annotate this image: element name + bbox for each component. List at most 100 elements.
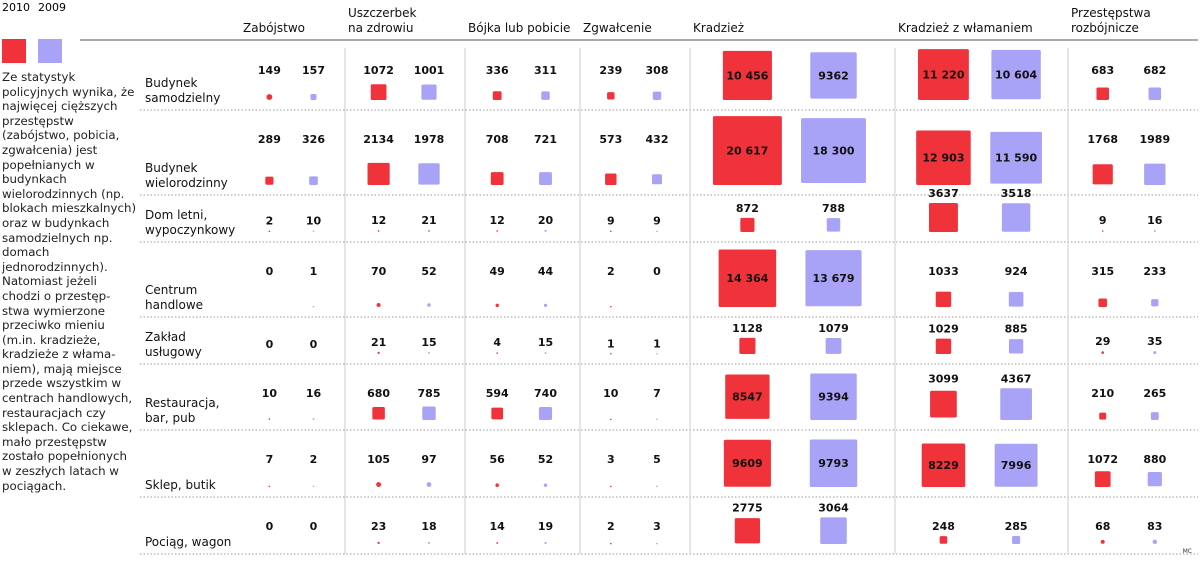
square-2010	[930, 390, 957, 418]
square-2009	[826, 218, 841, 232]
square-2009	[990, 131, 1042, 184]
square-2009	[1147, 472, 1162, 487]
value-label-2009: 15	[421, 336, 436, 349]
square-2009	[543, 483, 548, 487]
square-2009	[421, 84, 437, 100]
value-label-2010: 872	[736, 202, 759, 215]
square-2009	[539, 172, 552, 185]
value-label-2009: 16	[1147, 214, 1163, 227]
value-label-2009: 3064	[818, 501, 849, 514]
value-label-2010: 21	[371, 336, 386, 349]
square-2009	[427, 303, 431, 307]
row-label-1-1: wielorodzinny	[145, 176, 228, 190]
row-label-2-0: Dom letni,	[145, 208, 207, 222]
value-label-2009: 35	[1147, 335, 1162, 348]
square-2010	[918, 49, 969, 100]
square-2009	[309, 176, 318, 185]
value-label-2009: 285	[1005, 520, 1028, 533]
square-2010	[377, 541, 380, 544]
value-label-2010: 10	[262, 387, 278, 400]
column-header-6-0: Przestępstwa	[1071, 6, 1151, 20]
value-label-2010: 315	[1091, 265, 1114, 278]
square-2009	[428, 351, 430, 354]
value-label-2009: 18	[421, 520, 436, 533]
column-header-1-1: na zdrowiu	[348, 21, 413, 35]
square-2009	[541, 91, 550, 100]
value-label-2009: 15	[538, 336, 553, 349]
column-header-4-0: Kradzież	[693, 21, 744, 35]
square-2009	[312, 485, 315, 488]
square-2009	[312, 230, 315, 233]
square-2009	[994, 443, 1038, 487]
value-label-2009: 52	[421, 265, 436, 278]
square-2010	[496, 352, 498, 354]
value-label-2009: 265	[1143, 387, 1166, 400]
square-2010	[935, 338, 952, 354]
square-2009	[544, 541, 547, 544]
square-2009	[1148, 87, 1162, 100]
value-label-2010: 10	[603, 387, 619, 400]
square-2010	[610, 418, 612, 421]
row-label-4-0: Zakład	[145, 330, 186, 344]
square-2010	[939, 536, 948, 544]
square-2009	[652, 174, 662, 185]
value-label-2009: 9394	[818, 391, 849, 404]
value-label-2009: 1079	[818, 322, 849, 335]
square-2009	[656, 485, 658, 488]
value-label-2010: 4	[493, 336, 501, 349]
square-2009	[1150, 412, 1159, 420]
square-2010	[491, 407, 504, 420]
value-label-2010: 1072	[1087, 453, 1118, 466]
value-label-2009: 0	[310, 520, 318, 533]
square-2009	[805, 250, 862, 307]
square-2009	[1153, 230, 1156, 232]
square-2009	[825, 338, 842, 354]
value-label-2009: 0	[653, 265, 661, 278]
value-label-2010: 0	[266, 265, 274, 278]
value-label-2009: 0	[310, 338, 318, 351]
square-2010	[610, 542, 612, 545]
square-2010	[372, 407, 385, 420]
square-2010	[370, 84, 387, 100]
value-label-2009: 1	[310, 265, 318, 278]
value-label-2009: 7	[653, 387, 661, 400]
value-label-2009: 432	[646, 133, 669, 146]
square-2010	[1101, 230, 1104, 232]
square-2009	[1001, 203, 1031, 232]
value-label-2010: 11 220	[922, 69, 964, 82]
column-header-5-0: Kradzież z włamaniem	[898, 21, 1033, 35]
square-2010	[1099, 412, 1107, 420]
value-label-2009: 19	[538, 520, 553, 533]
value-label-2010: 20 617	[726, 145, 768, 158]
square-2010	[1096, 87, 1109, 100]
value-label-2009: 721	[534, 133, 557, 146]
value-label-2009: 924	[1005, 265, 1028, 278]
square-2010	[1098, 298, 1107, 307]
value-label-2009: 1989	[1139, 133, 1170, 146]
square-2009	[652, 91, 662, 100]
value-label-2009: 3518	[1001, 187, 1032, 200]
square-2010	[495, 483, 499, 487]
value-label-2010: 8547	[732, 391, 763, 404]
square-2010	[718, 249, 777, 307]
value-label-2010: 2	[607, 265, 615, 278]
square-2009	[656, 418, 658, 421]
square-2009	[1144, 163, 1166, 185]
square-2010	[610, 305, 612, 308]
square-2009	[1008, 291, 1024, 307]
square-2010	[367, 162, 390, 185]
value-label-2010: 683	[1091, 64, 1114, 77]
value-label-2009: 13 679	[812, 272, 854, 285]
value-label-2009: 880	[1143, 453, 1166, 466]
square-2009	[310, 93, 317, 100]
column-header-3-0: Zgwałcenie	[583, 21, 652, 35]
square-2009	[1000, 388, 1032, 420]
square-2010	[734, 518, 761, 544]
value-label-2010: 2	[607, 520, 615, 533]
value-label-2010: 573	[599, 133, 622, 146]
square-2009	[656, 352, 658, 355]
row-label-0-0: Budynek	[145, 76, 198, 90]
square-2009	[656, 230, 658, 233]
square-2009	[801, 118, 866, 184]
value-label-2009: 1978	[414, 133, 445, 146]
